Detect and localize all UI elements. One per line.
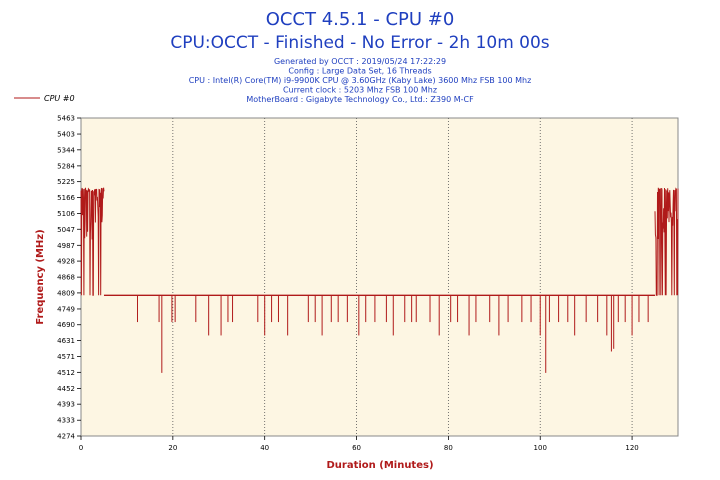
x-tick-label-0: 0 bbox=[79, 444, 83, 452]
y-tick-label-17: 5284 bbox=[57, 162, 75, 170]
y-tick-label-1: 4333 bbox=[57, 417, 75, 425]
info-lines: Generated by OCCT : 2019/05/24 17:22:29C… bbox=[189, 57, 532, 104]
y-tick-label-4: 4512 bbox=[57, 369, 75, 377]
series-cpu0 bbox=[80, 187, 679, 373]
y-tick-label-9: 4809 bbox=[57, 289, 75, 297]
x-tick-label-3: 60 bbox=[352, 444, 361, 452]
y-axis-title: Frequency (MHz) bbox=[35, 229, 46, 324]
y-axis-ticks: 4274 4333 4393 4452 4512 4571 4631 4690 4749 4809… bbox=[57, 115, 81, 441]
y-tick-label-14: 5106 bbox=[57, 210, 75, 218]
info-line-3: Current clock : 5203 Mhz FSB 100 Mhz bbox=[283, 86, 437, 95]
y-tick-label-10: 4868 bbox=[57, 274, 75, 282]
y-tick-label-8: 4749 bbox=[57, 305, 75, 313]
plot-area bbox=[80, 117, 679, 437]
y-tick-label-7: 4690 bbox=[57, 321, 75, 329]
x-axis-ticks: 0 20 40 60 80 100 120 bbox=[79, 436, 639, 452]
y-tick-label-5: 4571 bbox=[57, 353, 75, 361]
boost-segment-1 bbox=[654, 187, 679, 296]
x-tick-label-6: 120 bbox=[625, 444, 638, 452]
info-line-2: CPU : Intel(R) Core(TM) i9-9900K CPU @ 3… bbox=[189, 76, 532, 85]
y-tick-label-12: 4987 bbox=[57, 242, 75, 250]
y-tick-label-16: 5225 bbox=[57, 178, 75, 186]
x-tick-label-2: 40 bbox=[260, 444, 269, 452]
info-line-1: Config : Large Data Set, 16 Threads bbox=[288, 67, 431, 76]
y-tick-label-3: 4452 bbox=[57, 385, 75, 393]
x-tick-label-5: 100 bbox=[534, 444, 547, 452]
info-line-0: Generated by OCCT : 2019/05/24 17:22:29 bbox=[274, 57, 446, 66]
y-tick-label-18: 5344 bbox=[57, 146, 75, 154]
y-tick-label-19: 5403 bbox=[57, 131, 75, 139]
chart-title: OCCT 4.5.1 - CPU #0 bbox=[266, 9, 455, 30]
x-axis-title: Duration (Minutes) bbox=[326, 460, 433, 471]
chart-subtitle: CPU:OCCT - Finished - No Error - 2h 10m … bbox=[170, 33, 549, 53]
y-tick-label-20: 5463 bbox=[57, 115, 75, 123]
x-tick-label-4: 80 bbox=[444, 444, 453, 452]
y-tick-label-13: 5047 bbox=[57, 226, 75, 234]
y-tick-label-6: 4631 bbox=[57, 337, 75, 345]
x-tick-label-1: 20 bbox=[168, 444, 177, 452]
info-line-4: MotherBoard : Gigabyte Technology Co., L… bbox=[246, 95, 474, 104]
y-tick-label-2: 4393 bbox=[57, 401, 75, 409]
grid bbox=[172, 118, 633, 436]
boost-segment-0 bbox=[80, 187, 105, 296]
legend-label: CPU #0 bbox=[44, 94, 75, 103]
legend: CPU #0 bbox=[14, 94, 75, 103]
y-tick-label-15: 5166 bbox=[57, 194, 75, 202]
y-tick-label-11: 4928 bbox=[57, 258, 75, 266]
y-tick-label-0: 4274 bbox=[57, 433, 75, 441]
